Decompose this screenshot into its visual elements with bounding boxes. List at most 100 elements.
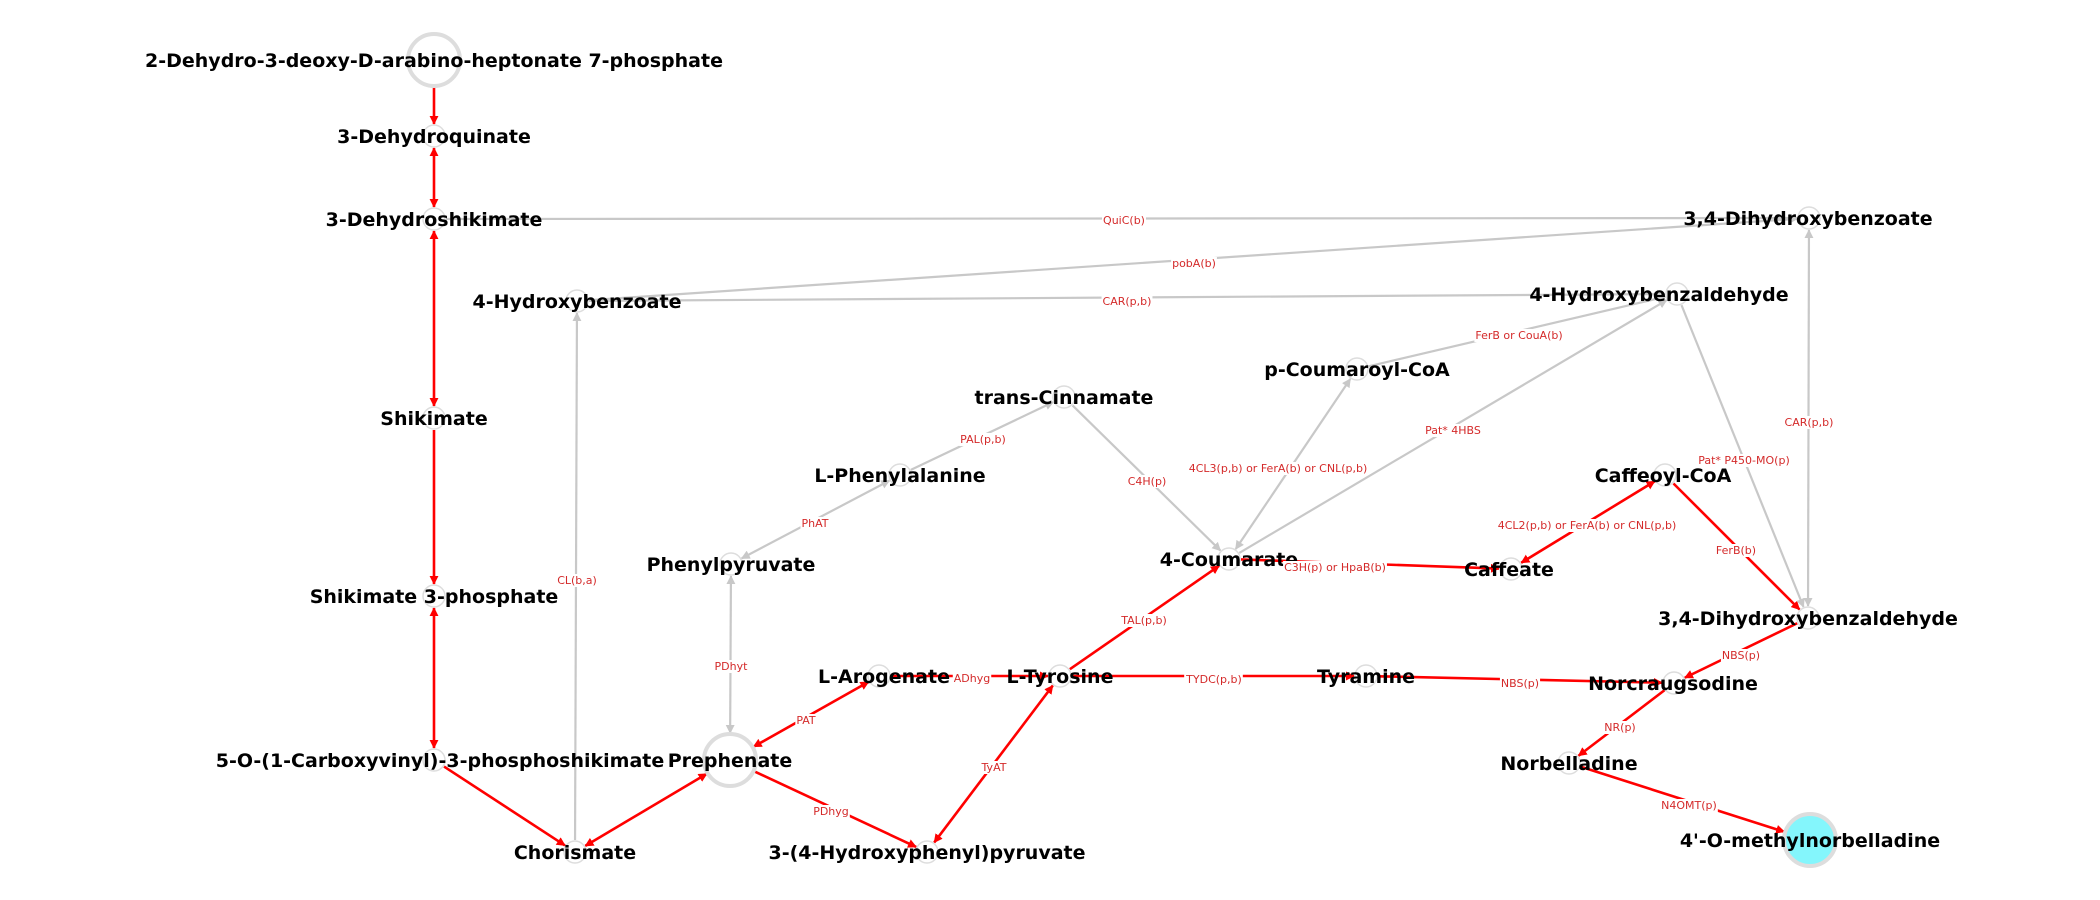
node-phepyr[interactable]: Phenylpyruvate [647,552,816,576]
edge-label-background [795,714,817,727]
edge-label-background [1424,424,1482,437]
edge-label-background [1474,329,1564,342]
node-circle[interactable] [1354,664,1378,688]
node-circle[interactable] [422,406,446,430]
node-norc[interactable]: Norcraugsodine [1588,671,1758,695]
edge-label-background [1714,544,1758,557]
edge-label-background [556,574,598,587]
edge-label-background [1660,799,1718,812]
node-circle[interactable] [1796,606,1820,630]
node-circle[interactable] [563,840,587,864]
edge-label: pobA(b) [1172,257,1216,270]
node-circle[interactable] [422,584,446,608]
node-circle[interactable] [888,463,912,487]
node-target[interactable]: 4'-O-methylnorbelladine [1680,812,1940,868]
node-hbald[interactable]: 4-Hydroxybenzaldehyde [1529,282,1789,306]
node-circle[interactable] [1557,751,1581,775]
edge-label-group: NBS(p) [1499,677,1541,690]
edge-label-group: PDhyt [713,660,750,673]
edge-label: Pat* 4HBS [1425,424,1481,437]
edge-label: ADhyg [954,672,990,685]
edge-label: N4OMT(p) [1661,799,1717,812]
edge-label: PDhyg [813,805,849,818]
node-caff[interactable]: Caffeate [1464,557,1554,581]
node-label: 3-(4-Hydroxyphenyl)pyruvate [768,842,1085,864]
node-chor[interactable]: Chorismate [514,840,636,864]
node-arog[interactable]: L-Arogenate [818,664,950,688]
node-dhb[interactable]: 3,4-Dihydroxybenzoate [1683,206,1933,230]
edge-label: CAR(p,b) [1103,295,1152,308]
edge-label-background [1499,677,1541,690]
node-norb[interactable]: Norbelladine [1500,751,1638,775]
node-label: 4-Hydroxybenzoate [473,291,682,313]
edge-label: PhAT [802,517,829,530]
node-label: Norbelladine [1500,753,1637,775]
node-circle[interactable] [1665,282,1689,306]
node-label: 4'-O-methylnorbelladine [1680,830,1940,852]
node-dhq[interactable]: 3-Dehydroquinate [337,124,531,148]
node-dahp[interactable]: 2-Dehydro-3-deoxy-D-arabino-heptonate 7-… [145,32,723,88]
node-circle[interactable] [1662,671,1686,695]
node-circle[interactable] [1797,206,1821,230]
node-label: Shikimate [380,408,487,430]
edge-label-background [1720,649,1762,662]
edge-label-group: QuiC(b) [1102,214,1146,227]
node-phe[interactable]: L-Phenylalanine [814,463,986,487]
edge-label: 4CL2(p,b) or FerA(b) or CNL(p,b) [1498,519,1677,532]
node-circle[interactable] [719,552,743,576]
node-coum[interactable]: 4-Coumarate [1160,547,1298,571]
edge-label: CL(b,a) [557,574,597,587]
node-pcoa[interactable]: p-Coumaroyl-CoA [1264,357,1450,381]
node-circle[interactable] [565,289,589,313]
target-node-circle[interactable] [1782,812,1838,868]
node-label: L-Tyrosine [1007,666,1114,688]
node-circle[interactable] [1217,547,1241,571]
node-dhs[interactable]: 3-Dehydroshikimate [326,207,543,231]
edge-label-group: PAL(p,b) [959,433,1007,446]
edge-label-background [1783,416,1835,429]
node-shik[interactable]: Shikimate [380,406,488,430]
node-cinn[interactable]: trans-Cinnamate [975,385,1154,409]
node-cafcoa[interactable]: Caffeoyl-CoA [1595,463,1732,487]
node-label: L-Arogenate [818,666,950,688]
node-circle[interactable] [422,207,446,231]
edge-label-group: C4H(p) [1126,475,1168,488]
node-epsp[interactable]: 5-O-(1-Carboxyvinyl)-3-phosphoshikimate [216,748,664,772]
node-circle[interactable] [867,664,891,688]
edge-label: NBS(p) [1722,649,1760,662]
node-label: 4-Hydroxybenzaldehyde [1529,284,1788,306]
edge-label-group: NBS(p) [1720,649,1762,662]
node-circle[interactable] [915,840,939,864]
node-circle[interactable] [422,124,446,148]
edge-label: C3H(p) or HpaB(b) [1284,561,1386,574]
node-label: Phenylpyruvate [647,554,816,576]
edge-label-background [1171,257,1217,270]
node-circle[interactable] [1653,463,1677,487]
edge-label-background [1101,295,1153,308]
node-circle[interactable] [1048,664,1072,688]
node-circle[interactable] [702,732,758,788]
node-circle[interactable] [1345,357,1369,381]
node-s3p[interactable]: Shikimate 3-phosphate [310,584,559,608]
node-hpp[interactable]: 3-(4-Hydroxyphenyl)pyruvate [768,840,1086,864]
node-tyra[interactable]: Tyramine [1317,664,1415,688]
node-dhbald[interactable]: 3,4-Dihydroxybenzaldehyde [1658,606,1958,630]
node-tyr[interactable]: L-Tyrosine [1007,664,1114,688]
node-preph[interactable]: Prephenate [668,732,793,788]
edge-label-group: NR(p) [1603,721,1637,734]
node-circle[interactable] [406,32,462,88]
edge-label-group: TAL(p,b) [1119,614,1168,627]
edge-label: Pat* P450-MO(p) [1698,454,1790,467]
node-label: Prephenate [668,750,793,772]
node-hba[interactable]: 4-Hydroxybenzoate [473,289,682,313]
edge-label: PDhyt [715,660,749,673]
node-circle[interactable] [1052,385,1076,409]
edge-label: CAR(p,b) [1785,416,1834,429]
edge-label-group: pobA(b) [1171,257,1217,270]
node-circle[interactable] [422,748,446,772]
edge-label-background [812,805,850,818]
edge-label-group: TYDC(p,b) [1184,673,1243,686]
node-circle[interactable] [1499,557,1523,581]
edge-label-group: PDhyg [812,805,850,818]
